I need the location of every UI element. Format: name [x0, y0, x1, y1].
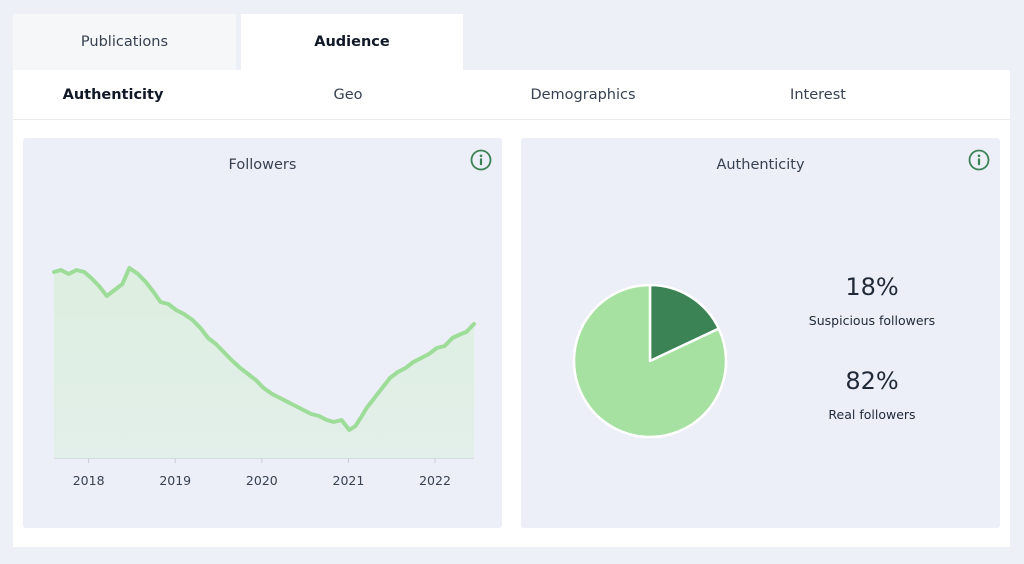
followers-chart: 2018 2019 2020 2021 2022	[52, 266, 476, 488]
pie-slice-real-followers[interactable]	[572, 283, 728, 439]
stat-suspicious-label: Suspicious followers	[808, 313, 936, 328]
stat-suspicious: 18% Suspicious followers	[791, 273, 953, 328]
x-tick-label: 2018	[73, 473, 105, 488]
tab-audience[interactable]: Audience	[241, 14, 463, 70]
stat-real-value: 82%	[845, 367, 899, 395]
authenticity-pie-chart	[572, 283, 728, 439]
stat-real: 82% Real followers	[791, 367, 953, 422]
audience-panel: Authenticity Geo Demographics Interest F…	[13, 70, 1010, 547]
subtab-interest[interactable]: Interest	[790, 87, 846, 103]
followers-area-fill	[54, 268, 474, 458]
stat-real-label: Real followers	[828, 407, 916, 422]
followers-card: Followers 2018 2019 2020 2021 2022	[23, 138, 502, 528]
x-tick-label: 2021	[333, 473, 365, 488]
subtab-authenticity[interactable]: Authenticity	[62, 87, 164, 103]
x-axis-ticks: 2018 2019 2020 2021 2022	[73, 458, 451, 488]
x-tick-label: 2022	[419, 473, 451, 488]
subtab-demographics[interactable]: Demographics	[530, 87, 636, 103]
subtab-geo[interactable]: Geo	[333, 87, 363, 103]
authenticity-card-title: Authenticity	[716, 157, 805, 173]
x-tick-label: 2020	[246, 473, 278, 488]
pie-slice-suspicious-followers[interactable]	[648, 283, 721, 363]
x-tick-label: 2019	[159, 473, 191, 488]
stat-suspicious-value: 18%	[845, 273, 899, 301]
followers-line	[52, 266, 476, 432]
authenticity-card: Authenticity 18% Suspicious followers 82…	[521, 138, 1000, 528]
audience-subtabs: Authenticity Geo Demographics Interest	[13, 70, 1010, 120]
followers-card-title: Followers	[228, 157, 297, 173]
info-circle-icon[interactable]	[470, 149, 492, 171]
tab-publications[interactable]: Publications	[13, 14, 236, 70]
info-circle-icon[interactable]	[968, 149, 990, 171]
